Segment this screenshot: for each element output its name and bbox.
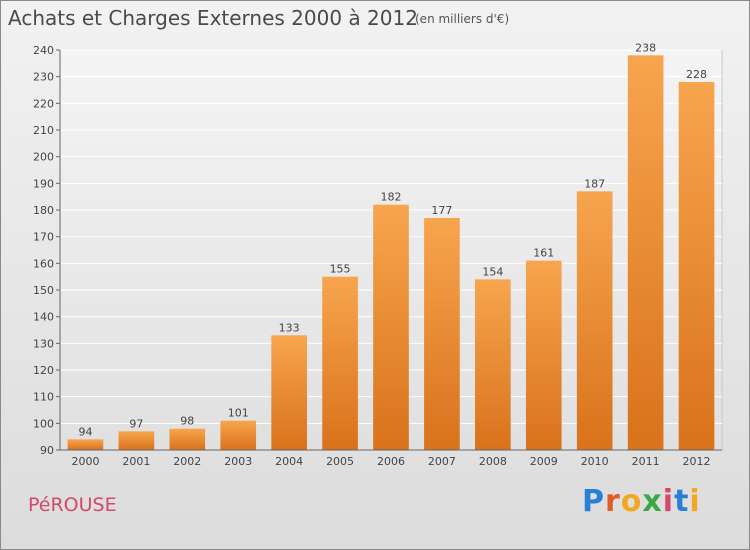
bar-2006 [373,204,409,450]
bar-2003 [220,420,257,450]
y-tick-label: 120 [33,364,54,377]
y-tick-label: 200 [33,151,54,164]
y-tick-label: 110 [33,391,54,404]
bar-value-label: 187 [584,177,605,190]
y-tick-label: 220 [33,97,54,110]
x-tick-label: 2011 [632,455,660,468]
bar-value-label: 94 [78,425,92,438]
y-tick-label: 180 [33,204,54,217]
logo-letter: o [620,484,643,519]
y-tick-label: 210 [33,124,54,137]
chart-subtitle: (en milliers d'€) [415,12,510,26]
y-tick-label: 160 [33,257,54,270]
y-tick-label: 130 [33,337,54,350]
bar-2001 [118,431,155,450]
bar-value-label: 161 [533,247,554,260]
x-tick-label: 2003 [224,455,252,468]
bar-2007 [424,218,460,450]
logo-letter: i [662,484,675,519]
bar-value-label: 98 [180,415,194,428]
bar-value-label: 228 [686,68,707,81]
bar-2004 [271,335,307,450]
x-tick-label: 2012 [683,455,711,468]
bar-value-label: 97 [129,417,143,430]
x-tick-label: 2004 [275,455,303,468]
x-tick-label: 2008 [479,455,507,468]
proxiti-logo: Proxiti [582,484,701,519]
logo-letter: P [582,484,605,519]
x-tick-label: 2001 [122,455,150,468]
x-tick-label: 2006 [377,455,405,468]
y-axis: 90 100 110 120 130 140 150 160 170 180 190 200 210 22… [33,44,61,457]
bar-2011 [627,55,664,450]
logo-letter: t [674,484,690,519]
bar-2005 [322,276,358,450]
bar-value-label: 101 [228,407,249,420]
bar-value-label: 238 [635,41,656,54]
bar-2008 [475,279,511,450]
y-tick-label: 150 [33,284,54,297]
y-tick-label: 100 [33,417,54,430]
y-tick-label: 230 [33,71,54,84]
logo-letter: i [689,484,701,519]
x-tick-label: 2009 [530,455,558,468]
bar-value-label: 155 [330,263,351,276]
logo-letter: x [642,484,663,519]
y-tick-label: 170 [33,231,54,244]
x-tick-label: 2010 [581,455,609,468]
bar-2000 [67,439,104,450]
bar-value-label: 154 [482,265,503,278]
x-tick-label: 2007 [428,455,456,468]
y-tick-label: 140 [33,311,54,324]
y-tick-label: 90 [40,444,54,457]
x-tick-label: 2002 [173,455,201,468]
bar-2002 [169,428,206,450]
bars: 94 97 98 101 133 155 182 177 154 161 187 238 228 [67,41,715,451]
bar-value-label: 133 [279,321,300,334]
bar-2009 [525,260,562,450]
chart-title: Achats et Charges Externes 2000 à 2012 [8,6,418,30]
bar-value-label: 177 [431,204,452,217]
y-tick-label: 240 [33,44,54,57]
bar-value-label: 182 [381,191,402,204]
x-tick-label: 2000 [71,455,99,468]
commune-name: PéROUSE [28,494,117,516]
bar-2012 [678,82,715,450]
bar-2010 [576,191,613,451]
x-axis: 2000 2001 2002 2003 2004 2005 2006 2007 2008 2009… [60,449,722,468]
y-tick-label: 190 [33,177,54,190]
x-tick-label: 2005 [326,455,354,468]
logo-letter: r [605,484,621,519]
